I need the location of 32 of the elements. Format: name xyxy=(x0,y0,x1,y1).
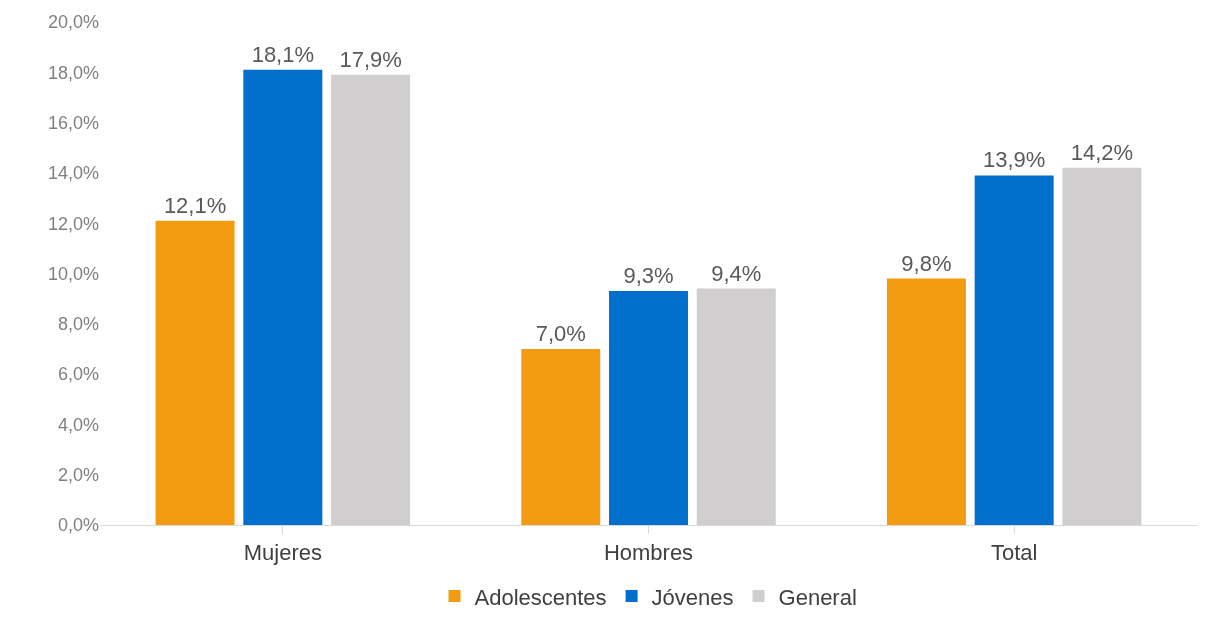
data-label: 13,9% xyxy=(982,147,1046,173)
y-tick-label: 6,0% xyxy=(57,364,99,385)
legend-label: Adolescentes xyxy=(474,584,607,610)
data-label: 7,0% xyxy=(535,320,586,346)
x-tick-label: Mujeres xyxy=(243,540,322,566)
data-label: 9,8% xyxy=(901,250,952,276)
y-tick-label: 16,0% xyxy=(47,112,99,133)
y-tick-label: 14,0% xyxy=(47,163,99,184)
y-tick-label: 4,0% xyxy=(57,414,99,435)
data-label: 14,2% xyxy=(1070,139,1134,165)
y-tick-label: 12,0% xyxy=(47,213,99,234)
data-label: 12,1% xyxy=(163,192,227,218)
x-tick-label: Hombres xyxy=(603,540,694,566)
y-tick-label: 10,0% xyxy=(47,263,99,284)
data-label: 9,4% xyxy=(711,260,762,286)
y-tick-label: 2,0% xyxy=(57,465,99,485)
bar xyxy=(155,220,235,525)
data-label: 18,1% xyxy=(251,41,315,67)
y-tick-label: 8,0% xyxy=(57,314,99,335)
y-tick-label: 18,0% xyxy=(47,62,99,83)
bar xyxy=(521,348,601,525)
legend-label: Jóvenes xyxy=(651,584,734,610)
bar xyxy=(609,291,688,525)
legend-label: General xyxy=(778,584,857,610)
y-tick-label: 0,0% xyxy=(57,515,99,536)
y-tick-label: 20,0% xyxy=(47,12,99,33)
data-label: 17,9% xyxy=(339,46,402,72)
bar xyxy=(974,175,1054,525)
x-tick-label: Total xyxy=(990,540,1038,566)
bar xyxy=(886,278,966,525)
data-label: 9,3% xyxy=(623,263,674,289)
bar xyxy=(243,69,323,525)
